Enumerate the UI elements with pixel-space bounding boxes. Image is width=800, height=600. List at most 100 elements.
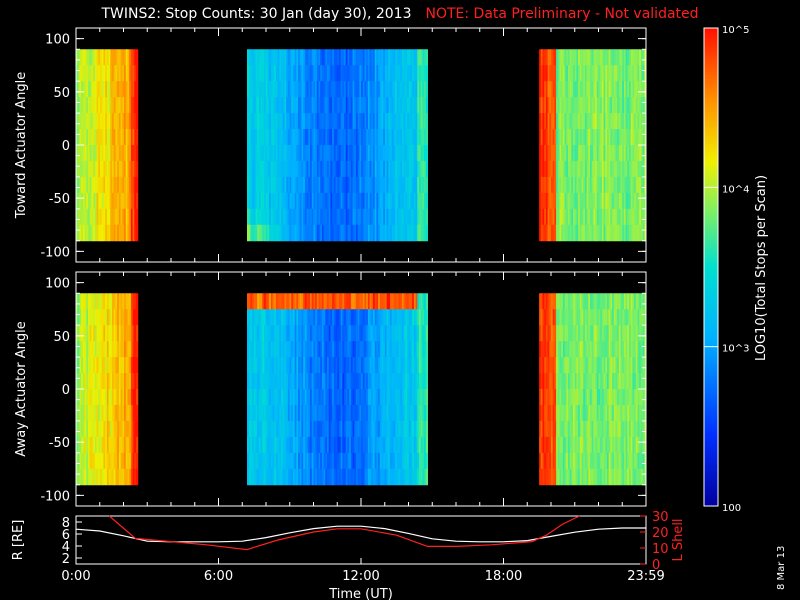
heatmap-cell [378,176,381,194]
heatmap-cell [547,208,550,226]
heatmap-cell [277,49,280,66]
heatmap-cell [88,468,91,486]
heatmap-cell [556,325,559,342]
heatmap-cell [552,208,555,226]
heatmap-cell [253,420,257,438]
heatmap-cell [583,325,586,342]
heatmap-cell [272,192,275,210]
heatmap-cell [84,224,87,242]
heatmap-cell [576,389,579,406]
heatmap-cell [274,208,277,226]
heatmap-cell [595,309,598,326]
heatmap-cell [110,224,113,242]
heatmap-cell [340,357,343,374]
heatmap-cell [584,192,588,210]
heatmap-cell [77,420,80,438]
heatmap-cell [400,160,403,178]
heatmap-cell [281,325,284,342]
heatmap-cell [277,309,280,326]
heatmap-cell [595,373,598,390]
heatmap-cell [77,357,80,374]
heatmap-cell [381,468,384,486]
heatmap-cell [601,389,605,406]
heatmap-cell [108,208,111,226]
heatmap-cell [593,113,596,130]
heatmap-cell [601,129,605,146]
heatmap-cell [301,373,304,390]
heatmap-cell [291,341,294,358]
heatmap-cell [425,357,428,374]
heatmap-cell [642,160,645,178]
heatmap-cell [310,65,313,82]
heatmap-cell [540,97,544,114]
heatmap-cell [401,160,405,178]
heatmap-cell [596,65,599,82]
heatmap-cell [386,404,389,422]
heatmap-cell [250,208,253,226]
heatmap-cell [579,97,583,114]
heatmap-cell [315,468,318,486]
heatmap-cell [124,145,127,162]
heatmap-cell [316,145,320,162]
heatmap-cell [248,404,251,422]
heatmap-cell [289,452,292,470]
heatmap-cell [620,404,623,422]
heatmap-cell [408,208,411,226]
heatmap-cell [100,97,103,114]
heatmap-cell [79,389,82,406]
heatmap-cell [125,113,128,130]
heatmap-cell [269,452,272,470]
heatmap-cell [373,468,376,486]
heatmap-cell [610,224,613,242]
heatmap-cell [549,145,552,162]
heatmap-cell [286,81,289,98]
heatmap-cell [248,97,251,114]
heatmap-cell [596,192,599,210]
heatmap-cell [105,176,108,194]
heatmap-cell [635,341,639,358]
heatmap-cell [77,389,80,406]
heatmap-cell [578,192,581,210]
heatmap-cell [359,420,362,438]
heatmap-cell [282,97,285,114]
heatmap-cell [277,97,280,114]
heatmap-cell [601,341,605,358]
heatmap-cell [352,309,355,326]
heatmap-cell [598,436,601,454]
heatmap-cell [252,373,255,390]
heatmap-cell [383,192,386,210]
heatmap-cell [89,192,92,210]
heatmap-cell [101,468,104,486]
heatmap-cell [632,65,635,82]
heatmap-cell [318,49,321,66]
heatmap-cell [554,65,557,82]
heatmap-cell [393,208,396,226]
heatmap-cell [262,208,265,226]
heatmap-cell [627,293,630,310]
heatmap-cell [129,129,132,146]
heatmap-cell [248,293,251,310]
heatmap-cell [349,468,352,486]
heatmap-cell [412,389,415,406]
heatmap-cell [574,49,577,66]
heatmap-cell [640,224,644,242]
heatmap-cell [595,341,598,358]
heatmap-cell [124,325,127,342]
heatmap-cell [122,192,125,210]
heatmap-cell [323,160,326,178]
heatmap-cell [106,160,110,178]
heatmap-cell [383,325,386,342]
heatmap-cell [77,160,80,178]
heatmap-cell [373,145,376,162]
heatmap-cell [333,341,337,358]
heatmap-cell [623,65,627,82]
heatmap-cell [252,113,255,130]
heatmap-cell [612,341,615,358]
heatmap-cell [410,129,413,146]
heatmap-cell [588,129,591,146]
heatmap-cell [396,224,400,242]
heatmap-cell [383,49,386,66]
heatmap-cell [405,357,408,374]
heatmap-cell [584,65,588,82]
heatmap-cell [573,192,576,210]
